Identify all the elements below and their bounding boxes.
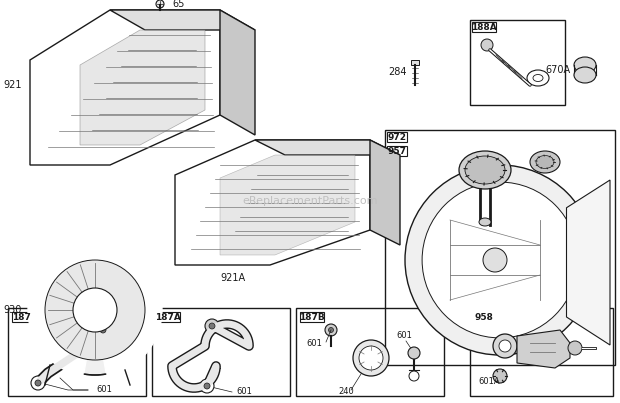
Circle shape xyxy=(359,346,383,370)
Bar xyxy=(411,60,419,65)
Polygon shape xyxy=(517,330,570,368)
Text: 670A: 670A xyxy=(546,65,571,75)
Text: 930: 930 xyxy=(4,305,22,315)
Text: 957: 957 xyxy=(388,147,406,156)
Text: 601: 601 xyxy=(306,339,322,349)
Text: 921: 921 xyxy=(4,80,22,90)
Polygon shape xyxy=(370,140,400,245)
Text: 188A: 188A xyxy=(471,23,497,31)
Text: 240: 240 xyxy=(338,388,354,397)
Text: 65: 65 xyxy=(172,0,184,9)
Circle shape xyxy=(325,324,337,336)
Ellipse shape xyxy=(479,218,491,226)
Circle shape xyxy=(200,379,214,393)
Circle shape xyxy=(568,341,582,355)
Text: eReplacementParts.com: eReplacementParts.com xyxy=(242,197,378,206)
Polygon shape xyxy=(220,10,255,135)
Circle shape xyxy=(209,323,215,329)
Ellipse shape xyxy=(527,70,549,86)
Text: 284: 284 xyxy=(389,67,407,77)
Polygon shape xyxy=(220,155,355,255)
Circle shape xyxy=(353,340,389,376)
Bar xyxy=(470,20,565,105)
Bar xyxy=(385,130,615,365)
Text: 601: 601 xyxy=(96,386,112,395)
Bar xyxy=(474,312,494,322)
Ellipse shape xyxy=(459,151,511,189)
Polygon shape xyxy=(175,140,370,265)
Circle shape xyxy=(329,328,334,332)
Bar xyxy=(470,308,613,396)
Circle shape xyxy=(35,380,41,386)
Circle shape xyxy=(45,260,145,360)
Text: 601: 601 xyxy=(236,388,252,397)
Text: 972: 972 xyxy=(388,133,406,141)
Circle shape xyxy=(422,182,578,338)
Text: 601: 601 xyxy=(396,332,412,341)
Ellipse shape xyxy=(465,156,505,184)
Text: 921A: 921A xyxy=(220,273,245,283)
Bar xyxy=(387,146,407,156)
Ellipse shape xyxy=(536,156,554,168)
Circle shape xyxy=(493,369,507,383)
Text: 958: 958 xyxy=(474,312,493,322)
Circle shape xyxy=(204,383,210,389)
Text: 601A: 601A xyxy=(478,378,500,386)
Bar xyxy=(472,22,496,32)
Circle shape xyxy=(408,347,420,359)
Polygon shape xyxy=(80,30,205,145)
Text: 187B: 187B xyxy=(299,312,325,322)
Bar xyxy=(387,132,407,142)
Circle shape xyxy=(73,288,117,332)
Circle shape xyxy=(493,334,517,358)
Circle shape xyxy=(205,319,219,333)
Bar xyxy=(12,312,32,322)
Circle shape xyxy=(31,376,45,390)
Circle shape xyxy=(100,327,106,333)
Circle shape xyxy=(483,248,507,272)
Bar xyxy=(300,312,324,322)
Wedge shape xyxy=(28,243,162,376)
Ellipse shape xyxy=(533,75,543,81)
Circle shape xyxy=(409,371,419,381)
Bar xyxy=(156,312,180,322)
Ellipse shape xyxy=(574,57,596,73)
Bar xyxy=(8,308,146,396)
Ellipse shape xyxy=(574,67,596,83)
Text: 187A: 187A xyxy=(155,312,181,322)
Polygon shape xyxy=(255,140,400,155)
Circle shape xyxy=(499,340,511,352)
Circle shape xyxy=(96,323,110,337)
Text: 187: 187 xyxy=(12,312,31,322)
Ellipse shape xyxy=(530,151,560,173)
Bar xyxy=(152,308,290,396)
Circle shape xyxy=(481,39,493,51)
Polygon shape xyxy=(110,10,255,30)
Circle shape xyxy=(405,165,595,355)
Circle shape xyxy=(30,245,160,375)
Polygon shape xyxy=(567,180,610,345)
Bar xyxy=(296,308,444,396)
Polygon shape xyxy=(30,10,220,165)
Circle shape xyxy=(156,0,164,8)
